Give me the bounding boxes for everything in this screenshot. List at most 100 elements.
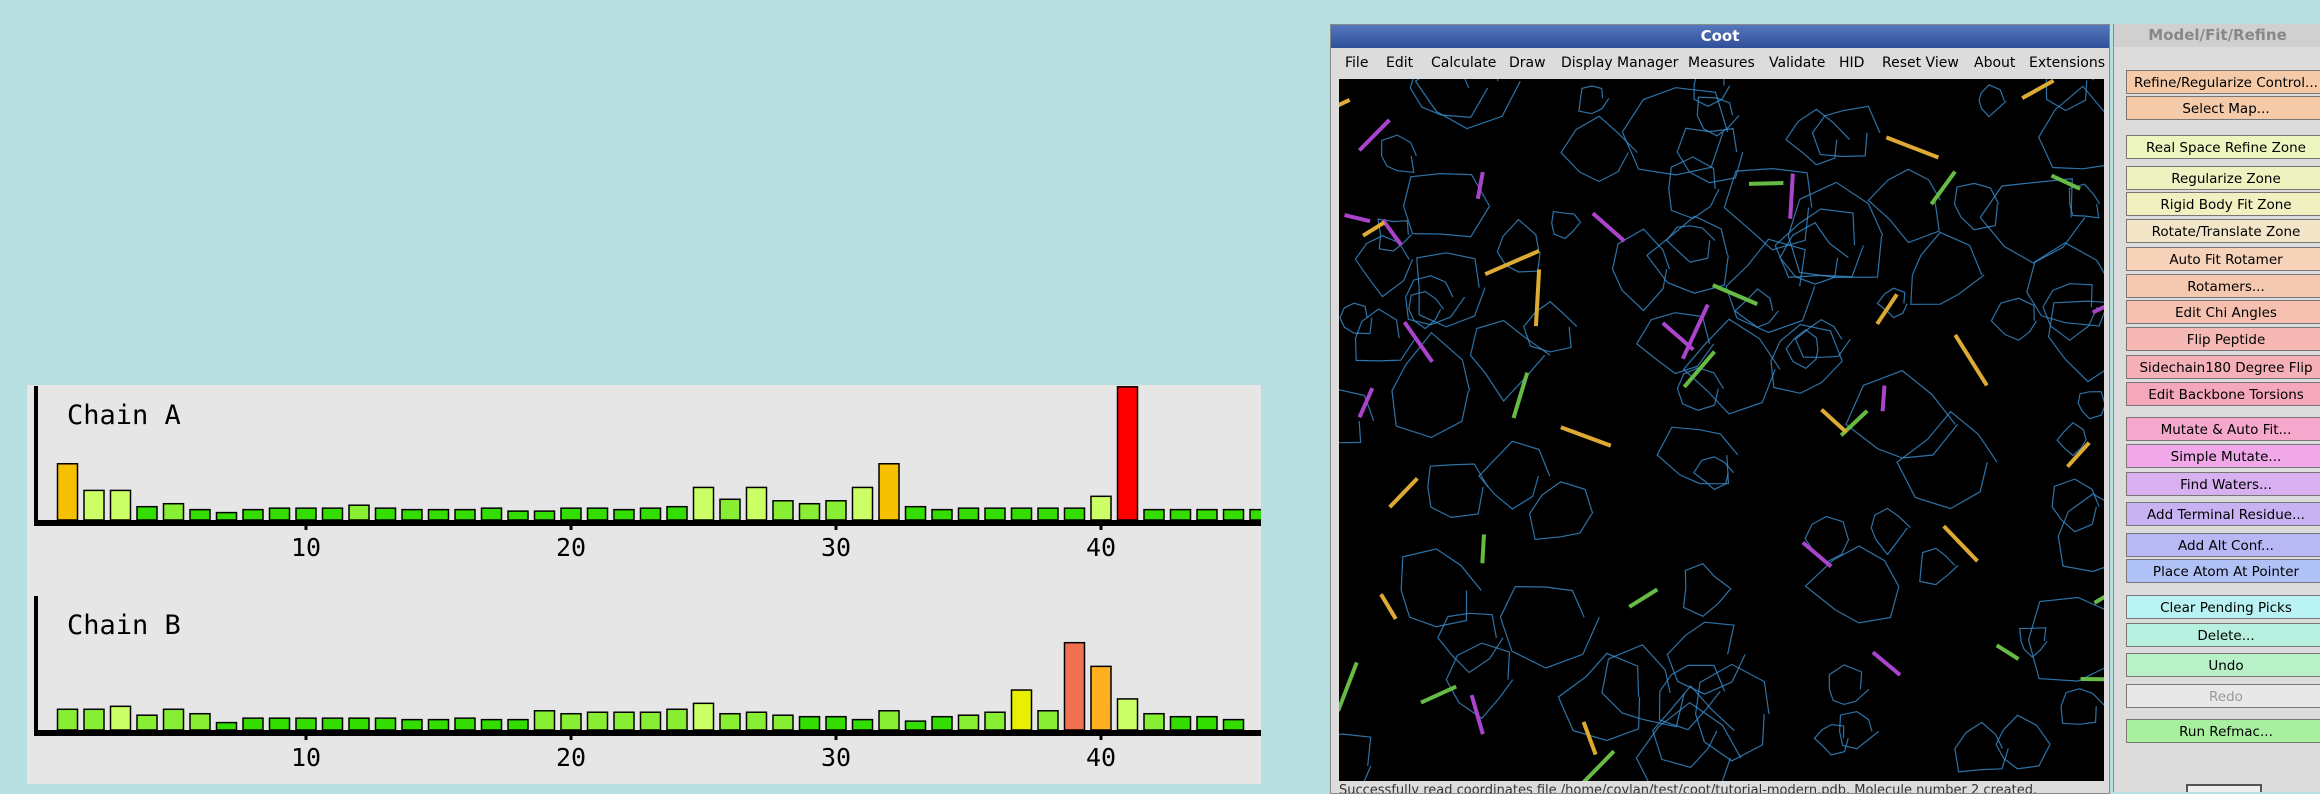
menu-item[interactable]: Extensions: [2029, 55, 2105, 71]
bar: [906, 721, 926, 730]
bar: [1118, 699, 1138, 730]
desktop: Chain A10203040Chain B10203040 Coot File…: [0, 0, 2320, 792]
density-mesh: [1404, 174, 1490, 237]
bond: [1390, 478, 1418, 507]
density-mesh: [2069, 184, 2099, 218]
bar: [1171, 510, 1191, 520]
tool-button[interactable]: Sidechain180 Degree Flip: [2126, 355, 2320, 379]
bar: [614, 510, 634, 520]
density-mesh: [1840, 712, 1879, 749]
bar: [1038, 711, 1058, 730]
bar: [959, 508, 979, 520]
menu-item[interactable]: Measures: [1688, 55, 1755, 71]
tool-button[interactable]: Run Refmac...: [2126, 719, 2320, 743]
bar: [879, 711, 899, 730]
menu-item[interactable]: Display Manager: [1561, 55, 1678, 71]
density-mesh: [1696, 664, 1769, 761]
tool-button[interactable]: Add Terminal Residue...: [2126, 502, 2320, 526]
tool-button[interactable]: Regularize Zone: [2126, 166, 2320, 190]
tool-button[interactable]: Undo: [2126, 653, 2320, 677]
bar: [1065, 508, 1085, 520]
bar: [1118, 387, 1138, 520]
bar: [1065, 643, 1085, 730]
tool-button[interactable]: Clear Pending Picks: [2126, 595, 2320, 619]
bar: [190, 510, 210, 520]
bar: [932, 510, 952, 520]
tool-button[interactable]: Edit Chi Angles: [2126, 300, 2320, 324]
model-fit-refine-panel: Model/Fit/Refine Refine/Regularize Contr…: [2113, 24, 2320, 792]
bar: [58, 464, 78, 520]
bond: [1593, 213, 1625, 241]
x-tick-label: 40: [1086, 743, 1116, 772]
chain-label: Chain B: [67, 610, 181, 641]
tool-button[interactable]: Rigid Body Fit Zone: [2126, 192, 2320, 216]
bar: [1012, 690, 1032, 730]
density-mesh: [1814, 725, 1848, 755]
menu-item[interactable]: HID: [1839, 55, 1864, 71]
tool-button[interactable]: Flip Peptide: [2126, 327, 2320, 351]
tool-button[interactable]: Delete...: [2126, 623, 2320, 647]
bar: [217, 723, 237, 730]
bar: [455, 718, 475, 730]
density-mesh: [2039, 86, 2104, 169]
bar: [853, 487, 873, 520]
tool-button[interactable]: Mutate & Auto Fit...: [2126, 417, 2320, 441]
bar: [243, 510, 263, 520]
bar: [641, 508, 661, 520]
bond: [1997, 645, 2019, 659]
tool-button[interactable]: Place Atom At Pointer: [2126, 559, 2320, 583]
bond: [1514, 373, 1528, 418]
menu-item[interactable]: Edit: [1386, 55, 1413, 71]
bond: [2081, 679, 2104, 680]
tool-button[interactable]: Auto Fit Rotamer: [2126, 247, 2320, 271]
density-mesh: [1677, 368, 1723, 410]
density-mesh: [1897, 412, 1997, 509]
menu-item[interactable]: Validate: [1769, 55, 1825, 71]
graphics-view[interactable]: [1339, 79, 2104, 781]
tool-button[interactable]: Add Alt Conf...: [2126, 533, 2320, 557]
bond: [1345, 215, 1371, 221]
density-mesh: [1653, 686, 1735, 768]
bond: [2051, 176, 2080, 189]
x-tick-label: 10: [291, 533, 321, 562]
tool-button[interactable]: Find Waters...: [2126, 472, 2320, 496]
bond: [1579, 751, 1614, 781]
density-mesh: [1920, 548, 1958, 584]
bar: [535, 511, 555, 520]
density-mesh: [1694, 79, 1730, 106]
menu-item[interactable]: Calculate: [1431, 55, 1496, 71]
density-mesh: [2029, 598, 2104, 682]
tool-button[interactable]: Real Space Refine Zone: [2126, 135, 2320, 159]
density-mesh: [1911, 232, 1984, 304]
tool-button[interactable]: Redo: [2126, 684, 2320, 708]
tool-button[interactable]: Edit Backbone Torsions: [2126, 382, 2320, 406]
bar: [323, 718, 343, 730]
bond: [1339, 100, 1350, 122]
menu-item[interactable]: Draw: [1509, 55, 1546, 71]
tool-button[interactable]: Refine/Regularize Control...: [2126, 70, 2320, 94]
menu-item[interactable]: About: [1974, 55, 2015, 71]
tool-button[interactable]: Rotamers...: [2126, 274, 2320, 298]
bar: [747, 487, 767, 520]
close-button[interactable]: Close: [2186, 784, 2262, 792]
density-mesh: [1724, 169, 1812, 250]
density-mesh: [1871, 508, 1910, 554]
bar: [588, 712, 608, 730]
bar: [508, 511, 528, 520]
bar: [879, 464, 899, 520]
density-mesh: [2046, 79, 2093, 111]
tool-button[interactable]: Simple Mutate...: [2126, 444, 2320, 468]
bar: [376, 718, 396, 730]
density-mesh: [1339, 734, 1371, 781]
bond: [1359, 120, 1389, 151]
status-bar: Successfully read coordinates file /home…: [1339, 783, 2037, 794]
menu-item[interactable]: Reset View: [1882, 55, 1959, 71]
menu-item[interactable]: File: [1345, 55, 1368, 71]
tool-button[interactable]: Select Map...: [2126, 96, 2320, 120]
bar: [667, 709, 687, 730]
tool-button[interactable]: Rotate/Translate Zone: [2126, 219, 2320, 243]
bar: [323, 508, 343, 520]
bar: [217, 513, 237, 520]
bar: [959, 715, 979, 730]
